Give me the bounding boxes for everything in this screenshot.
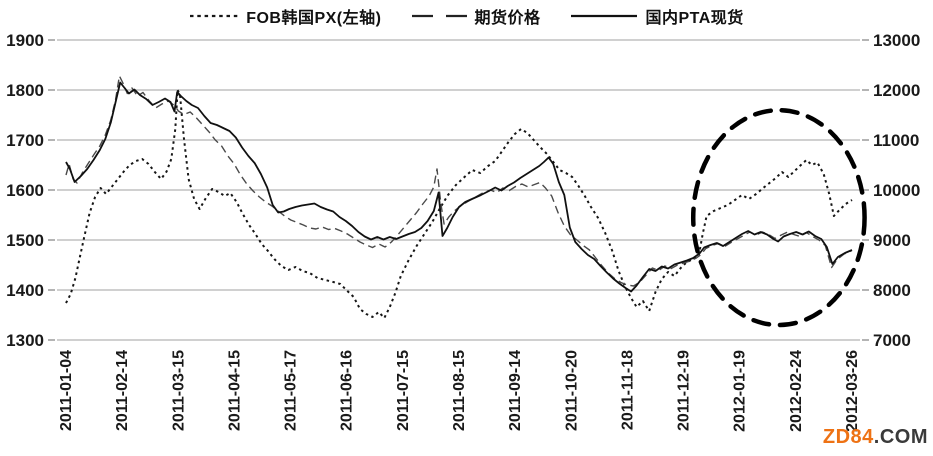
x-axis-tick-label: 2012-01-19 — [732, 350, 749, 432]
right-axis-tick-label: 8000 — [873, 281, 911, 300]
solid-line-sample-icon — [571, 14, 638, 18]
series-fob-korea-px — [65, 89, 853, 319]
right-axis-tick-label: 7000 — [873, 331, 911, 350]
x-axis-tick-label: 2011-06-16 — [339, 350, 356, 431]
left-axis-tick-label: 1800 — [6, 81, 44, 100]
left-axis-tick-label: 1600 — [6, 181, 44, 200]
legend: FOB韩国PX(左轴) 期货价格 国内PTA现货 — [0, 2, 933, 30]
x-axis-tick-label: 2011-10-20 — [563, 350, 580, 431]
legend-item-futures-price: 期货价格 — [411, 4, 540, 28]
watermark: ZD84.COM — [823, 426, 928, 449]
right-axis-tick-label: 9000 — [873, 231, 911, 250]
left-axis-tick-label: 1400 — [6, 281, 44, 300]
dotted-line-sample-icon — [190, 14, 239, 18]
long-dash-line-sample-icon — [412, 14, 468, 18]
series-futures-price — [65, 75, 853, 287]
legend-item-pta-spot: 国内PTA现货 — [570, 4, 743, 28]
x-axis-tick-label: 2011-04-15 — [226, 350, 243, 431]
right-axis-tick-label: 10000 — [873, 181, 920, 200]
series-pta-spot — [65, 81, 853, 293]
left-axis-tick-label: 1700 — [6, 131, 44, 150]
x-axis-tick-label: 2012-02-24 — [788, 350, 805, 432]
x-axis-tick-label: 2012-03-26 — [844, 350, 861, 432]
x-axis-tick-label: 2011-11-18 — [619, 350, 636, 430]
x-axis-tick-label: 2011-08-15 — [451, 350, 468, 431]
x-axis-tick-label: 2011-01-04 — [58, 350, 75, 431]
watermark-brand: ZD84 — [822, 426, 874, 448]
left-axis-tick-label: 1300 — [6, 331, 44, 350]
x-axis-tick-label: 2011-07-15 — [395, 350, 412, 431]
right-axis-tick-label: 13000 — [873, 31, 920, 50]
x-axis-tick-label: 2011-12-19 — [676, 350, 693, 431]
x-axis-tick-label: 2011-05-17 — [283, 350, 300, 431]
legend-label-futures-price: 期货价格 — [474, 10, 541, 27]
x-axis-tick-label: 2011-02-14 — [114, 350, 131, 431]
left-axis-tick-label: 1500 — [6, 231, 44, 250]
legend-label-pta-spot: 国内PTA现货 — [645, 10, 744, 27]
x-axis-tick-label: 2011-09-14 — [507, 350, 524, 431]
highlight-ellipse — [690, 107, 867, 328]
right-axis-tick-label: 12000 — [873, 81, 920, 100]
x-axis-tick-label: 2011-03-15 — [170, 350, 187, 431]
left-axis-tick-label: 1900 — [6, 31, 44, 50]
right-axis-tick-label: 11000 — [873, 131, 919, 150]
watermark-suffix: .COM — [873, 426, 928, 448]
legend-label-fob-korea-px: FOB韩国PX(左轴) — [246, 10, 382, 27]
legend-item-fob-korea-px: FOB韩国PX(左轴) — [189, 4, 381, 28]
